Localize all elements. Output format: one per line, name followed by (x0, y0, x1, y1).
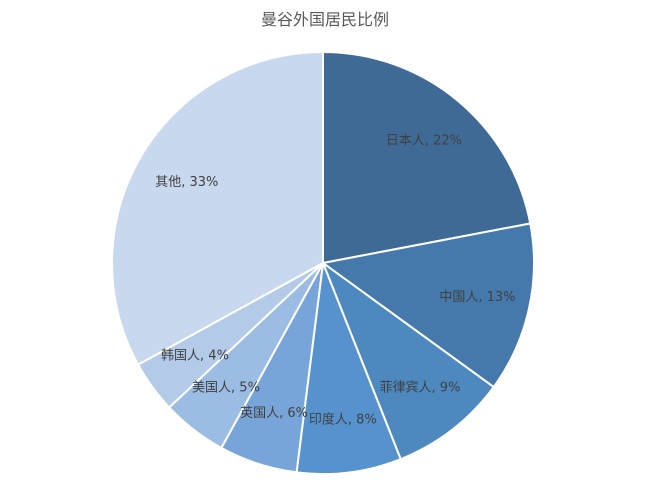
slice-label-5: 英国人, 6% (240, 406, 308, 421)
pie-slice-3 (322, 262, 495, 461)
pie-slice-2 (322, 222, 535, 389)
slice-label-4: 印度人, 8% (309, 412, 377, 428)
pie-slice-4 (295, 262, 402, 475)
slice-label-1: 日本人, 22% (386, 134, 462, 149)
pie-slice-8 (111, 51, 324, 366)
slice-label-6: 美国人, 5% (192, 381, 260, 396)
chart-title: 曼谷外国居民比例 (260, 10, 389, 29)
slice-label-8: 其他, 33% (155, 175, 218, 190)
slice-label-3: 菲律宾人, 9% (380, 380, 461, 396)
slice-label-2: 中国人, 13% (439, 290, 515, 305)
pie-slice-1 (322, 51, 532, 264)
slice-label-7: 韩国人, 4% (161, 349, 229, 364)
